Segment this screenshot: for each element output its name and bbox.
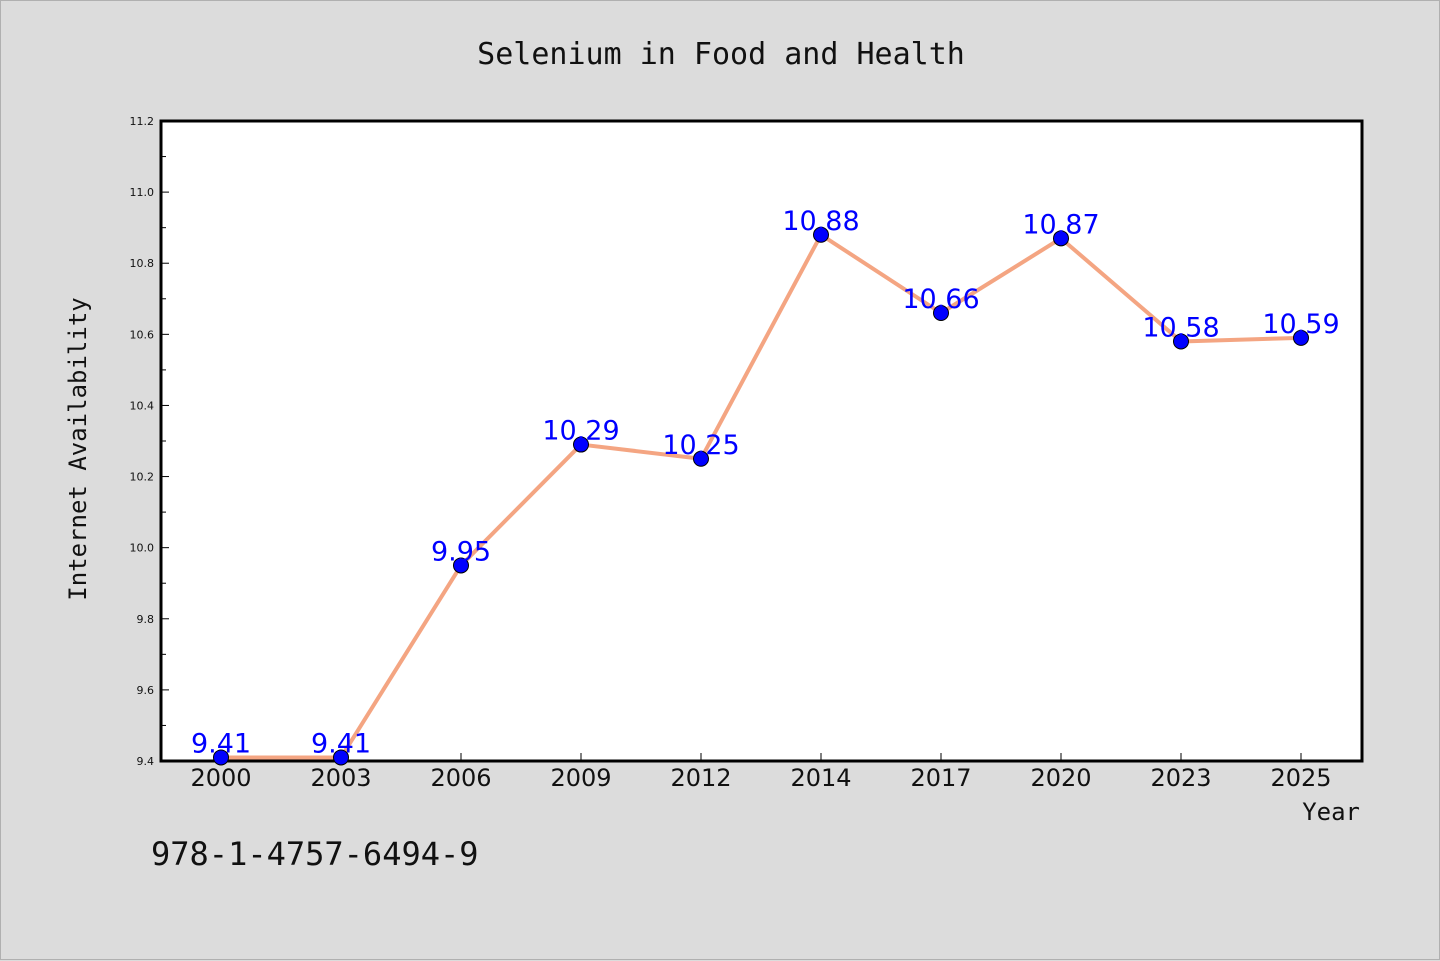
y-tick-label: 9.6: [137, 684, 155, 697]
data-point: [453, 557, 469, 574]
y-tick-label: 10.0: [130, 542, 155, 555]
data-label: 10.29: [542, 416, 619, 447]
x-tick-label: 2000: [190, 764, 251, 792]
data-point: [933, 305, 949, 321]
data-label: 10.25: [662, 430, 739, 461]
x-tick-label: 2017: [910, 764, 971, 792]
x-tick-label: 2012: [670, 764, 731, 792]
data-label: 10.66: [902, 284, 979, 315]
data-point: [333, 749, 349, 766]
y-tick-label: 10.8: [130, 257, 155, 270]
data-point: [813, 226, 829, 243]
y-tick-label: 10.4: [130, 399, 155, 412]
y-axis-label: Internet Availability: [64, 297, 92, 600]
series-polyline: [221, 232, 1302, 760]
x-axis: 2000 2003 2006 2009 2012 2014 2017 2020 2023 2025: [190, 753, 1332, 792]
chart-title: Selenium in Food and Health: [477, 37, 965, 72]
x-tick-label: 2020: [1030, 764, 1091, 792]
x-tick-label: 2014: [790, 764, 851, 792]
data-label: 10.88: [782, 206, 859, 237]
x-tick-label: 2003: [310, 764, 371, 792]
x-axis-label: Year: [1302, 798, 1360, 826]
data-point: [1053, 230, 1069, 247]
x-tick-label: 2006: [430, 764, 491, 792]
data-label: 9.95: [431, 536, 491, 567]
y-tick-label: 11.2: [130, 115, 155, 128]
data-point: [1173, 333, 1189, 350]
series-line: [213, 226, 1309, 766]
data-label: 10.58: [1142, 312, 1219, 343]
data-label: 10.87: [1022, 209, 1099, 240]
data-label: 9.41: [311, 728, 371, 759]
plot-area: [159, 119, 1364, 763]
y-tick-label: 10.6: [130, 328, 155, 341]
data-point: [573, 436, 589, 453]
data-label: 10.59: [1262, 309, 1339, 340]
x-tick-label: 2025: [1270, 764, 1331, 792]
y-tick-label: 9.4: [137, 755, 155, 768]
data-point: [213, 749, 229, 766]
y-tick-label: 10.2: [130, 471, 155, 484]
y-tick-label: 11.0: [130, 186, 155, 199]
data-point: [693, 450, 709, 467]
data-labels: 9.41 9.41 9.95 10.29 10.25 10.88 10.66 10.87 10.…: [191, 206, 1340, 760]
data-point: [1293, 329, 1309, 346]
data-label: 9.41: [191, 728, 251, 759]
isbn-text: 978-1-4757-6494-9: [151, 835, 479, 873]
y-tick-label: 9.8: [137, 613, 155, 626]
y-axis: 9.4 9.6 9.8 10.0 10.2 10.4 10.6 10.8 11.0 11.2: [130, 115, 169, 768]
x-tick-label: 2009: [550, 764, 611, 792]
x-tick-label: 2023: [1150, 764, 1211, 792]
